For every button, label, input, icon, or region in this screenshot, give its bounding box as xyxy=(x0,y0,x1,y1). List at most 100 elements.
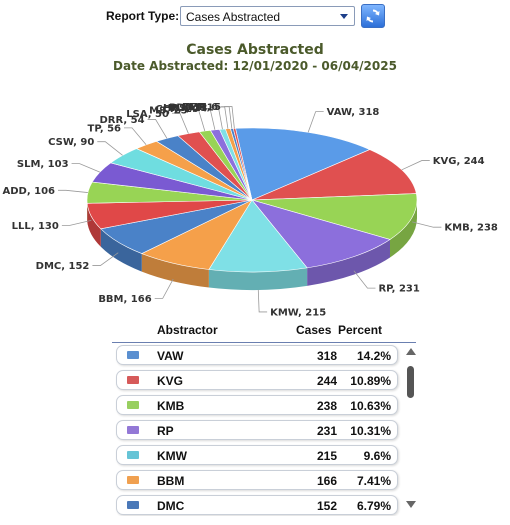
report-type-value: Cases Abstracted xyxy=(186,10,281,24)
leader-line-tp xyxy=(124,127,147,146)
row-cases: 152 xyxy=(316,499,337,513)
table-row[interactable]: VAW 318 14.2% xyxy=(116,345,398,365)
row-name: KVG xyxy=(157,374,184,388)
leader-line-kem xyxy=(224,106,235,129)
leader-line-rp xyxy=(353,270,376,289)
pie-slices xyxy=(86,127,418,273)
row-swatch xyxy=(127,401,139,409)
report-type-label: Report Type: xyxy=(106,9,180,23)
row-percent: 10.63% xyxy=(350,399,391,413)
table-header: Abstractor Cases Percent xyxy=(110,320,420,342)
row-cases: 244 xyxy=(316,374,337,388)
leader-line-slm xyxy=(71,163,101,173)
slice-label-rp: RP, 231 xyxy=(378,284,419,295)
table-row[interactable]: BBM 166 7.41% xyxy=(116,470,398,490)
leader-line-csw xyxy=(97,141,123,156)
leader-line-lll xyxy=(61,220,92,226)
slice-label-csw: CSW, 90 xyxy=(48,137,94,148)
scroll-up-icon[interactable] xyxy=(406,348,416,355)
row-percent: 9.6% xyxy=(363,449,391,463)
leader-line-drr xyxy=(147,119,168,139)
slice-label-kmw: KMW, 215 xyxy=(270,307,326,318)
leader-line-lsa xyxy=(171,112,189,134)
leader-line-ms xyxy=(190,109,206,132)
leader-line-hrs xyxy=(210,107,223,130)
table-row[interactable]: KVG 244 10.89% xyxy=(116,370,398,390)
slice-label-lsa: LSA, 50 xyxy=(126,109,169,120)
refresh-icon xyxy=(366,9,380,23)
pie-labels: VAW, 318 KVG, 244 KMB, 238 RP, 231 KMW, 215 B… xyxy=(2,102,497,318)
slice-label-ccr: CCR, 20 xyxy=(155,104,199,115)
row-name: DMC xyxy=(157,499,185,513)
leader-line-kvg xyxy=(401,160,430,171)
pie-side-kmw xyxy=(208,267,308,290)
table-divider xyxy=(112,342,416,343)
scroll-down-icon[interactable] xyxy=(406,501,416,508)
pie-slice-rp[interactable] xyxy=(251,199,391,269)
leader-line-bbm xyxy=(154,278,174,299)
pie-slice-kem[interactable] xyxy=(232,128,253,201)
row-percent: 14.2% xyxy=(356,349,391,363)
slice-label-hrs: HRS, 13 xyxy=(163,103,208,114)
report-toolbar: Report Type: Cases Abstracted xyxy=(0,4,510,30)
row-swatch xyxy=(127,376,139,384)
row-swatch xyxy=(127,476,139,484)
pie-side-lll xyxy=(87,203,101,247)
slice-label-pdr: PDR, 11 xyxy=(169,103,214,114)
pie-slice-kmw[interactable] xyxy=(208,199,308,273)
leader-line-vaw xyxy=(307,111,324,133)
slice-label-emf: EMF, 6 xyxy=(182,102,218,113)
leader-line-kmb xyxy=(411,221,442,228)
slice-label-bbm: BBM, 166 xyxy=(98,294,151,305)
row-swatch xyxy=(127,501,139,509)
row-name: BBM xyxy=(157,474,185,488)
row-name: KMB xyxy=(157,399,185,413)
scroll-thumb[interactable] xyxy=(407,366,414,398)
header-cases: Cases xyxy=(296,323,332,337)
table-row[interactable]: RP 231 10.31% xyxy=(116,420,398,440)
pie-slice-kvg[interactable] xyxy=(251,149,417,201)
refresh-button[interactable] xyxy=(361,4,385,28)
abstractor-table: VAW 318 14.2% KVG 244 10.89% KMB 238 10.… xyxy=(112,344,402,516)
chevron-down-icon[interactable] xyxy=(340,14,348,19)
row-swatch xyxy=(127,351,139,359)
slice-label-kem: KEM, 5 xyxy=(182,102,221,113)
chart-title: Cases Abstracted xyxy=(186,42,324,58)
chart-subtitle: Date Abstracted: 12/01/2020 - 06/04/2025 xyxy=(113,59,397,73)
pie-slice-kmb[interactable] xyxy=(251,193,418,240)
row-cases: 238 xyxy=(316,399,337,413)
table-row[interactable]: KMW 215 9.6% xyxy=(116,445,398,465)
slice-label-add: ADD, 106 xyxy=(2,186,55,197)
slice-label-tp: TP, 56 xyxy=(88,123,122,134)
leader-line-ccr xyxy=(201,108,216,130)
table-row[interactable]: KMB 238 10.63% xyxy=(116,395,398,415)
slice-label-kvg: KVG, 244 xyxy=(433,156,485,167)
slice-label-kmb: KMB, 238 xyxy=(444,223,498,234)
header-percent: Percent xyxy=(338,323,383,337)
header-abstractor: Abstractor xyxy=(157,323,218,337)
pie-side-dmc xyxy=(100,228,142,272)
row-name: KMW xyxy=(157,449,187,463)
slice-label-slm: SLM, 103 xyxy=(17,159,69,170)
row-name: VAW xyxy=(157,349,184,363)
report-type-select[interactable]: Cases Abstracted xyxy=(180,6,355,26)
pie-chart: VAW, 318 KVG, 244 KMB, 238 RP, 231 KMW, 215 B… xyxy=(2,102,497,318)
slice-label-ms: MS, 25 xyxy=(149,105,187,116)
row-percent: 10.89% xyxy=(350,374,391,388)
row-swatch xyxy=(127,451,139,459)
row-percent: 10.31% xyxy=(350,424,391,438)
slice-label-vaw: VAW, 318 xyxy=(327,107,380,118)
row-percent: 7.41% xyxy=(356,474,391,488)
slice-label-dmc: DMC, 152 xyxy=(36,261,90,272)
pie-side-bbm xyxy=(141,253,209,288)
slice-label-drr: DRR, 54 xyxy=(99,115,144,126)
leader-line-add xyxy=(57,189,88,193)
table-scrollbar[interactable] xyxy=(404,344,418,516)
leader-line-dmc xyxy=(92,252,119,266)
slice-label-lll: LLL, 130 xyxy=(12,221,59,232)
row-cases: 318 xyxy=(316,349,337,363)
table-row[interactable]: DMC 152 6.79% xyxy=(116,495,398,515)
row-swatch xyxy=(127,426,139,434)
leader-line-kmw xyxy=(257,289,268,313)
row-name: RP xyxy=(157,424,174,438)
